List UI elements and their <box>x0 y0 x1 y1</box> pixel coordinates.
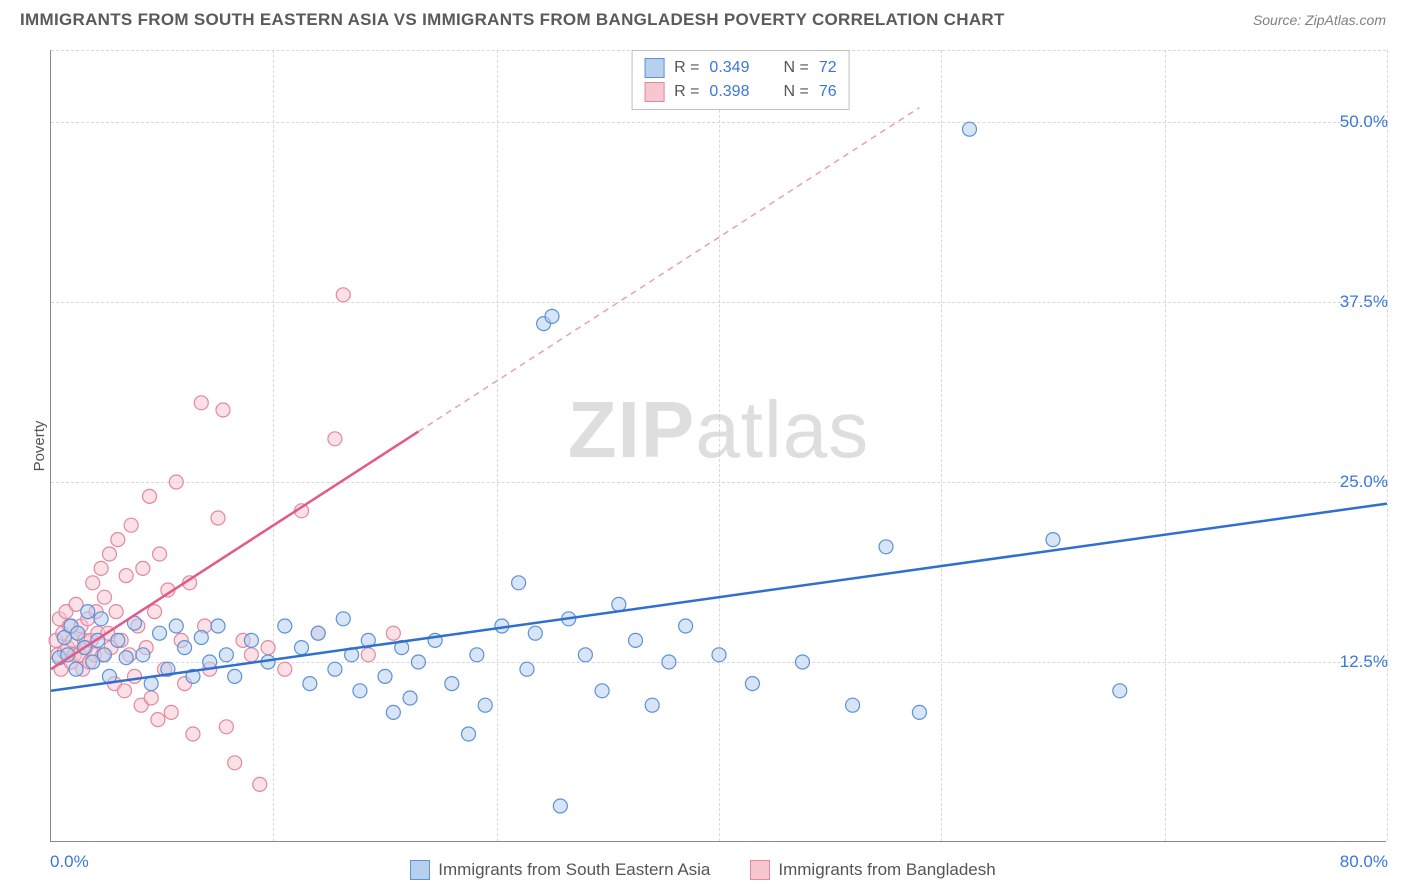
chart-title: IMMIGRANTS FROM SOUTH EASTERN ASIA VS IM… <box>20 10 1005 30</box>
correlation-legend: R = 0.349 N = 72 R = 0.398 N = 76 <box>631 50 850 110</box>
source-attribution: Source: ZipAtlas.com <box>1253 12 1386 28</box>
r-label: R = <box>674 59 699 77</box>
swatch-series-b <box>750 860 770 880</box>
swatch-series-a <box>644 58 664 78</box>
chart-header: IMMIGRANTS FROM SOUTH EASTERN ASIA VS IM… <box>0 0 1406 38</box>
legend-row-series-a: R = 0.349 N = 72 <box>644 56 837 80</box>
r-label: R = <box>674 83 699 101</box>
n-value-b: 76 <box>819 83 837 101</box>
y-tick-label: 12.5% <box>1340 652 1388 672</box>
r-value-b: 0.398 <box>709 83 749 101</box>
legend-label-b: Immigrants from Bangladesh <box>778 860 995 880</box>
n-value-a: 72 <box>819 59 837 77</box>
series-legend: Immigrants from South Eastern Asia Immig… <box>0 860 1406 880</box>
legend-row-series-b: R = 0.398 N = 76 <box>644 80 837 104</box>
y-tick-label: 25.0% <box>1340 472 1388 492</box>
n-label: N = <box>783 83 808 101</box>
swatch-series-a <box>410 860 430 880</box>
plot-area: ZIPatlas R = 0.349 N = 72 R = 0.398 N = … <box>50 50 1386 842</box>
legend-item-series-a: Immigrants from South Eastern Asia <box>410 860 710 880</box>
scatter-svg <box>51 50 1386 841</box>
legend-item-series-b: Immigrants from Bangladesh <box>750 860 995 880</box>
legend-label-a: Immigrants from South Eastern Asia <box>438 860 710 880</box>
n-label: N = <box>783 59 808 77</box>
swatch-series-b <box>644 82 664 102</box>
y-tick-label: 50.0% <box>1340 112 1388 132</box>
y-axis-label: Poverty <box>31 421 48 472</box>
r-value-a: 0.349 <box>709 59 749 77</box>
y-tick-label: 37.5% <box>1340 292 1388 312</box>
